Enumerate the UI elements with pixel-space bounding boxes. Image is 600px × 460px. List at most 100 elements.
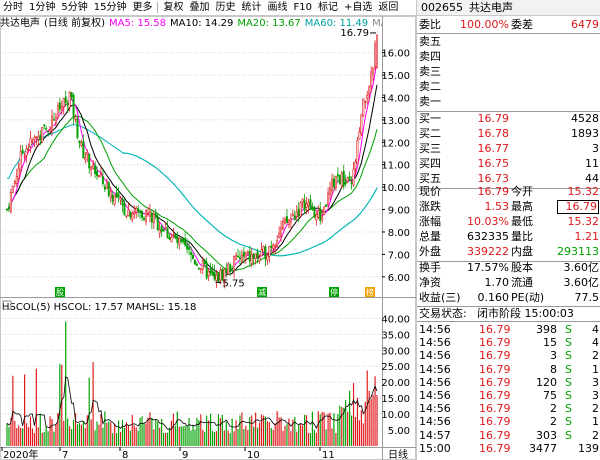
stat-label: PE(动): [511, 291, 545, 304]
weibi-label: 委比: [419, 18, 441, 31]
candle-body: [311, 207, 314, 210]
sub-legend: HSCOL(5) HSCOL: 17.57 MAHSL: 15.18: [2, 302, 196, 313]
candle-body: [141, 210, 144, 218]
candle-body: [262, 246, 265, 253]
candle-body: [99, 173, 102, 175]
candle-body: [235, 255, 238, 260]
mahsl-line: [6, 376, 378, 430]
sell-label: 卖五: [419, 35, 441, 48]
event-marker: 股: [55, 287, 65, 297]
candle-body: [213, 271, 216, 280]
toolbar-item[interactable]: 1分钟: [29, 2, 56, 13]
ma-legend: 共达电声 (日线 前复权) MA5: 15.58 MA10: 14.29 MA2…: [0, 17, 382, 30]
stat-value: 77.5: [574, 291, 600, 304]
tick-row: 14:56 16.79 398 S 4: [417, 323, 600, 337]
candle-body: [305, 203, 308, 208]
candle-body: [109, 191, 112, 198]
toolbar-item[interactable]: 分时: [3, 2, 23, 13]
toolbar-item[interactable]: 15分钟: [93, 2, 127, 13]
stat-value: 293113: [557, 245, 599, 258]
toolbar-item[interactable]: 返回: [378, 2, 399, 13]
candle-body: [143, 217, 146, 221]
candle-body: [238, 256, 241, 259]
candle-body: [331, 179, 333, 192]
candle-body: [92, 164, 95, 169]
tick-time: 14:56: [419, 336, 451, 350]
tick-price: 16.79: [479, 323, 511, 336]
candle-body: [309, 199, 312, 210]
candle-body: [227, 263, 230, 275]
stat-label: 收益(三): [419, 291, 461, 304]
candle-body: [346, 177, 349, 182]
candle-body: [125, 215, 128, 217]
date-tick-label: 11: [322, 450, 335, 460]
toolbar-item[interactable]: 更多: [132, 2, 153, 13]
candle-body: [158, 229, 161, 234]
candle-body: [68, 92, 71, 108]
tick-row: 14:56 16.79 75 S 3: [417, 389, 600, 403]
candle-body: [5, 208, 8, 211]
stock-name: 共达电声: [469, 1, 513, 14]
candle-body: [191, 254, 194, 259]
tick-side: S: [565, 323, 572, 336]
toolbar-item[interactable]: +自选: [343, 2, 373, 13]
toolbar-item[interactable]: 历史: [215, 2, 236, 13]
stat-value: 16.79: [557, 200, 599, 214]
stat-row: 外盘 339222 内盘 293113: [417, 245, 600, 259]
candle-body: [105, 182, 108, 189]
divider: [417, 261, 600, 262]
legend-ma5: MA5: 15.58: [108, 18, 166, 29]
candle-body: [231, 268, 234, 270]
tick-volume: 3477: [529, 441, 557, 455]
stat-row: 现价 16.79 今开 15.32: [417, 185, 600, 199]
candle-body: [303, 200, 306, 211]
ma60-line: [122, 152, 378, 257]
tick-side: S: [565, 336, 572, 350]
candle-body: [354, 161, 357, 170]
candle-body: [332, 178, 335, 188]
tick-row: 14:57 16.79 303 S 2: [417, 429, 600, 443]
buy-volume: 11: [585, 157, 599, 170]
tick-price: 16.79: [479, 389, 511, 402]
candle-body: [86, 152, 89, 156]
stat-label: 总量: [419, 230, 441, 243]
toolbar-item[interactable]: F10: [293, 2, 312, 13]
candle-body: [25, 148, 28, 157]
stat-value: 632335: [467, 230, 509, 243]
candle-body: [217, 272, 220, 283]
candle-body: [54, 117, 57, 124]
candle-body: [374, 43, 377, 68]
weicha-value: 6479: [571, 18, 599, 31]
candle-body: [342, 170, 345, 186]
candle-body: [156, 217, 159, 231]
chart-area[interactable]: 16.00 15.00 14.00 13.00 12.00 11.00 10.00 9.00 8…: [0, 0, 416, 460]
toolbar-item[interactable]: 5分钟: [61, 2, 88, 13]
tick-row: 15:00 16.79 3477 139: [417, 442, 600, 456]
volume-tick-label: 35.00: [381, 330, 410, 341]
candle-body: [127, 209, 130, 216]
toolbar-item[interactable]: 统计: [241, 2, 262, 13]
buy-row: 买三 16.77 3: [417, 142, 600, 156]
stat-label: 现价: [419, 185, 441, 198]
candle-body: [66, 103, 69, 106]
candle-body: [150, 212, 153, 223]
candle-body: [115, 192, 118, 198]
toolbar-item[interactable]: 标记: [317, 2, 338, 13]
candle-body: [11, 186, 14, 193]
buy-row: 买一 16.79 4528: [417, 112, 600, 126]
period-label: 日线: [388, 448, 408, 460]
candle-body: [219, 270, 222, 281]
toolbar-item[interactable]: 复权: [163, 2, 184, 13]
candle-body: [129, 211, 132, 218]
toolbar-item[interactable]: 叠加: [189, 2, 210, 13]
stat-value: 1.21: [574, 230, 600, 243]
candle-body: [360, 114, 363, 134]
event-marker-label: 榜: [366, 287, 374, 297]
tick-price: 16.79: [479, 402, 511, 416]
ma20-line: [6, 115, 378, 272]
low-annotation: 5.75: [223, 278, 245, 289]
stat-label: 量比: [511, 230, 533, 243]
price-tick-label: 6.00: [388, 273, 410, 284]
candle-body: [372, 67, 375, 75]
toolbar-item[interactable]: 画线: [267, 2, 288, 13]
